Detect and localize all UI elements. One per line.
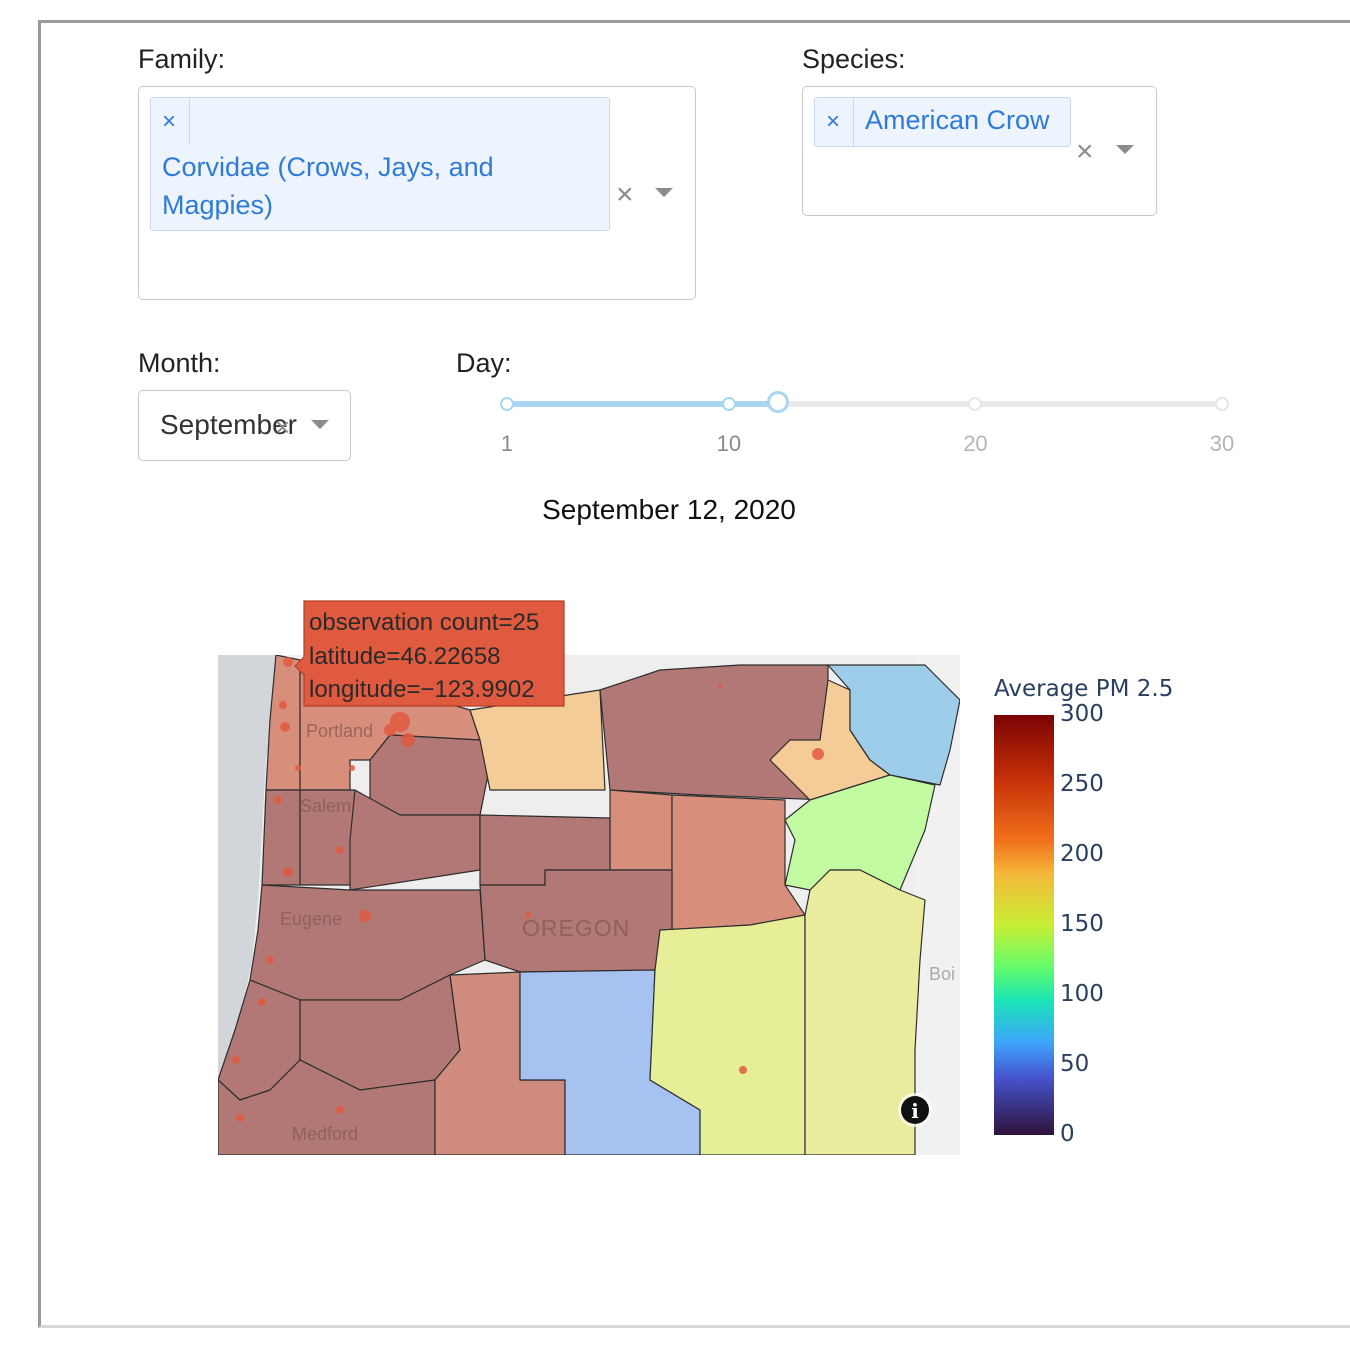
- family-label: Family:: [138, 44, 225, 74]
- month-clear-icon[interactable]: ×: [275, 412, 291, 442]
- colorbar-tick-label: 0: [1060, 1121, 1075, 1147]
- county-harney: [649, 914, 806, 1155]
- map-label-eugene: Eugene: [280, 909, 342, 929]
- map-label-oregon: OREGON: [522, 915, 630, 941]
- map-label-boise: Boi: [929, 964, 955, 984]
- family-clear-icon[interactable]: ×: [616, 178, 634, 211]
- county-deschutes: [479, 869, 673, 973]
- day-slider-rail[interactable]: [507, 401, 1222, 407]
- month-dropdown[interactable]: September ×: [138, 390, 351, 461]
- map-label-salem: Salem: [300, 796, 351, 816]
- colorbar-gradient: [994, 715, 1054, 1135]
- day-slider-tick-label: 20: [963, 431, 988, 456]
- colorbar-tick-label: 200: [1060, 841, 1104, 867]
- info-icon[interactable]: [901, 1096, 929, 1124]
- county-wallowa: [827, 664, 960, 786]
- species-tag-separator: [853, 98, 854, 146]
- day-label: Day:: [456, 348, 512, 378]
- colorbar-tick-label: 300: [1060, 701, 1104, 727]
- county-wheeler: [609, 789, 673, 871]
- day-slider-dot[interactable]: [500, 397, 514, 411]
- observation-markers: [232, 657, 824, 1122]
- day-slider-handle[interactable]: [767, 391, 790, 413]
- month-chevron-down-icon[interactable]: [311, 420, 329, 429]
- species-chevron-down-icon[interactable]: [1116, 145, 1134, 154]
- day-slider-dot[interactable]: [968, 397, 983, 411]
- species-tag: × American Crow: [814, 97, 1071, 147]
- species-dropdown[interactable]: × American Crow ×: [802, 86, 1157, 216]
- family-tag-remove-icon[interactable]: ×: [162, 108, 177, 135]
- day-slider-tick-label: 30: [1209, 431, 1235, 456]
- day-slider-track[interactable]: [507, 401, 779, 407]
- choropleth-map[interactable]: Portland Salem Eugene Medford OREGON Boi…: [218, 600, 963, 1155]
- day-slider-tick-label: 10: [716, 431, 742, 456]
- species-label: Species:: [802, 44, 906, 74]
- day-slider-dot[interactable]: [1215, 397, 1229, 411]
- county-malheur: [804, 869, 926, 1155]
- family-dropdown[interactable]: × Corvidae (Crows, Jays, and Magpies) ×: [138, 86, 696, 300]
- colorbar-tick-label: 50: [1060, 1051, 1090, 1077]
- county-hood-river-wasco: [469, 689, 606, 791]
- colorbar-tick-label: 100: [1060, 981, 1104, 1007]
- hover-line-latitude: latitude=46.22658: [309, 643, 501, 670]
- county-clackamas: [369, 734, 491, 816]
- day-slider-dot[interactable]: [721, 397, 736, 411]
- county-lincoln: [261, 789, 301, 886]
- family-tag-label: Corvidae (Crows, Jays, and Magpies): [162, 152, 494, 220]
- info-glyph: i: [911, 1099, 919, 1123]
- day-slider-tick-label: 1: [500, 431, 514, 456]
- hover-line-longitude: longitude=−123.9902: [309, 676, 535, 703]
- date-title: September 12, 2020: [542, 494, 796, 525]
- month-value: September: [160, 409, 297, 440]
- map-label-medford: Medford: [292, 1124, 358, 1144]
- county-curry-josephine-jackson: [218, 1059, 436, 1155]
- species-clear-icon[interactable]: ×: [1076, 135, 1094, 168]
- family-tag: × Corvidae (Crows, Jays, and Magpies): [150, 97, 610, 231]
- colorbar-tick-label: 250: [1060, 771, 1104, 797]
- app-frame: [38, 20, 1350, 1328]
- county-grant: [671, 794, 806, 931]
- hover-tooltip: observation count=25 latitude=46.22658 l…: [294, 600, 565, 707]
- map-label-portland: Portland: [306, 721, 373, 741]
- colorbar-title: Average PM 2.5: [994, 676, 1174, 702]
- hover-line-count: observation count=25: [309, 609, 539, 636]
- month-label: Month:: [138, 348, 221, 378]
- species-tag-label: American Crow: [865, 105, 1050, 135]
- family-tag-separator: [189, 98, 190, 144]
- family-chevron-down-icon[interactable]: [655, 188, 673, 197]
- pacific-ocean: [218, 655, 276, 1090]
- species-tag-remove-icon[interactable]: ×: [826, 108, 841, 135]
- colorbar-tick-label: 150: [1060, 911, 1104, 937]
